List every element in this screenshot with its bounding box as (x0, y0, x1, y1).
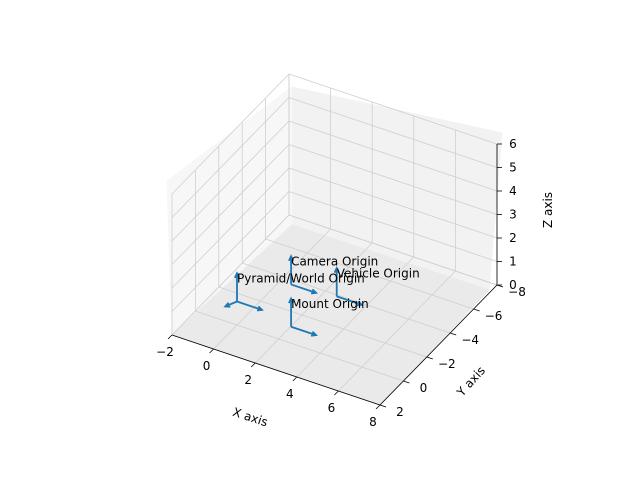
x-tick-mark (375, 404, 381, 410)
grid-line (288, 73, 498, 145)
grid-line (242, 262, 451, 334)
y-arrow (224, 300, 238, 308)
y-tick-mark (450, 332, 457, 336)
z-axis-label: Z axis (541, 192, 555, 228)
frame-label: Camera Origin (291, 254, 378, 268)
x-arrow (290, 325, 317, 337)
grid-line (171, 144, 290, 265)
x-arrow-head (310, 288, 319, 295)
grid-lines (171, 73, 498, 406)
y-tick-mark (379, 404, 387, 408)
y-tick-label: −8 (508, 285, 526, 299)
x-tick-mark (250, 362, 256, 368)
z-arrow-head (288, 296, 295, 304)
frame-annotations: Camera Origin Pyramid/World Origin Mount O… (237, 254, 420, 310)
x-tick-label: −2 (156, 345, 174, 359)
y-tick-label: 2 (396, 405, 404, 419)
grid-line (288, 167, 498, 239)
grid-line (171, 167, 290, 289)
grid-line (171, 120, 290, 242)
x-arrow-head (256, 305, 264, 312)
grid-line (195, 310, 404, 382)
z-tick-label: 4 (509, 184, 517, 198)
x-tick-label: 4 (286, 387, 294, 401)
grid-line (338, 270, 456, 392)
z-arrow-head (288, 254, 295, 262)
x-arrow (236, 300, 263, 311)
grid-line (213, 228, 331, 350)
grid-line (288, 97, 498, 168)
z-tick-label: 2 (509, 231, 517, 245)
z-tick-label: 3 (509, 208, 517, 222)
x-tick-mark (292, 376, 298, 382)
x-arrow-head (310, 331, 319, 337)
y-axis-line (379, 284, 498, 406)
grid-line (288, 144, 498, 215)
x-arrow-head (356, 300, 364, 307)
frame-label: Pyramid/World Origin (237, 272, 365, 286)
x-arrow (290, 283, 317, 294)
grid-line (171, 214, 290, 336)
z-tick-label: 0 (509, 278, 517, 292)
grid-line (288, 214, 498, 286)
y-tick-label: −6 (485, 309, 503, 323)
z-arrow-head (234, 271, 240, 279)
grid-line (288, 191, 498, 262)
frame-label: Vehicle Origin (337, 266, 420, 280)
x-tick-mark (167, 334, 173, 340)
frame-label: Mount Origin (291, 297, 369, 311)
grid-line (254, 242, 373, 364)
x-tick-mark (209, 348, 214, 354)
x-tick-label: 6 (328, 401, 336, 415)
y-arrow-head (223, 302, 231, 308)
x-arrow (336, 295, 362, 306)
x-tick-mark (334, 390, 339, 396)
y-tick-mark (403, 380, 410, 384)
grid-line (288, 120, 498, 192)
grid-line (296, 256, 415, 378)
z-arrow-head (333, 266, 340, 274)
z-tick-label: 1 (509, 255, 517, 269)
y-tick-mark (426, 356, 433, 360)
y-tick-mark (473, 308, 480, 312)
grid-line (218, 286, 427, 358)
x-tick-label: 2 (244, 373, 252, 387)
x-tick-label: 8 (369, 415, 377, 429)
axis-ticks: −2 0 2 4 6 8 −8 −6 −4 −2 0 2 0 1 2 3 4 5 6 (156, 137, 526, 429)
z-tick-label: 6 (509, 137, 517, 151)
quiver-arrows (223, 254, 364, 337)
x-axis-line (171, 334, 381, 406)
grid-line (171, 97, 290, 218)
y-tick-label: 0 (420, 381, 428, 395)
grid-line (171, 191, 290, 312)
y-tick-label: −2 (438, 357, 456, 371)
grid-line (265, 238, 474, 310)
x-tick-label: 0 (203, 359, 211, 373)
y-tick-label: −4 (461, 333, 479, 347)
z-tick-label: 5 (509, 161, 517, 175)
grid-line (171, 73, 290, 195)
